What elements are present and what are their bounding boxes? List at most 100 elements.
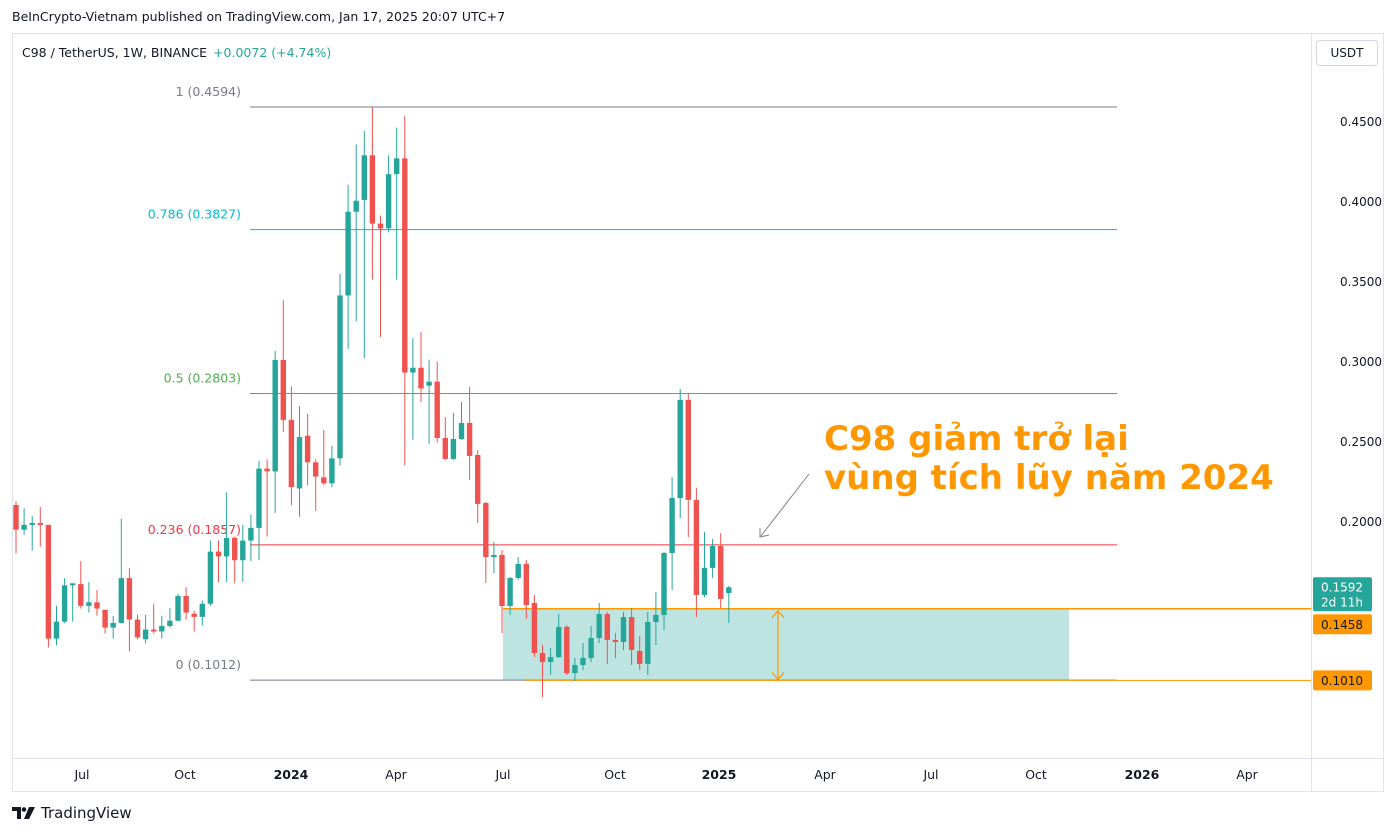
- candle: [385, 155, 392, 233]
- candle: [78, 561, 84, 609]
- fib-label: 0 (0.1012): [176, 657, 241, 672]
- time-tick: Apr: [1236, 767, 1258, 782]
- candle-body: [142, 629, 149, 640]
- candle: [369, 106, 376, 280]
- fib-label: 0.786 (0.3827): [148, 207, 241, 222]
- candle: [604, 611, 610, 664]
- candle: [580, 642, 586, 670]
- candle: [183, 587, 189, 620]
- candle: [353, 144, 359, 322]
- level-price: 0.1010: [1321, 674, 1363, 688]
- candle-body: [329, 458, 335, 484]
- candle-body: [29, 522, 35, 525]
- candle-body: [199, 603, 205, 617]
- candle-body: [288, 419, 295, 488]
- candle-body: [564, 626, 570, 674]
- candle: [418, 331, 424, 403]
- candle: [450, 413, 457, 460]
- price-tick: 0.3500: [1340, 275, 1382, 289]
- candle: [167, 607, 173, 628]
- candle: [207, 540, 214, 606]
- candle-body: [709, 546, 716, 568]
- candle-body: [94, 602, 100, 609]
- candle-body: [377, 223, 384, 229]
- price-change: +0.0072 (+4.74%): [213, 45, 332, 60]
- candle-body: [118, 578, 124, 623]
- level-price-badge: [1313, 614, 1372, 635]
- candle-body: [304, 435, 311, 463]
- candle-body: [612, 639, 619, 642]
- candle-body: [596, 614, 602, 638]
- currency-button[interactable]: USDT: [1316, 40, 1378, 66]
- candle-body: [410, 367, 416, 373]
- annotation-text: vùng tích lũy năm 2024: [824, 458, 1274, 498]
- candle-body: [183, 595, 189, 613]
- candle-body: [86, 602, 92, 606]
- candle: [637, 635, 643, 670]
- candle: [669, 477, 675, 590]
- candle: [442, 417, 448, 460]
- candle-body: [531, 602, 538, 654]
- candle: [337, 273, 343, 466]
- candle-body: [353, 200, 359, 212]
- brand-name: TradingView: [41, 804, 132, 822]
- candle: [288, 386, 295, 506]
- candle: [37, 507, 43, 547]
- time-tick: Apr: [385, 767, 407, 782]
- candle: [304, 414, 311, 486]
- candle-body: [13, 505, 19, 530]
- candle-body: [151, 629, 157, 632]
- candle-body: [434, 381, 440, 438]
- candle-body: [426, 381, 432, 386]
- candle: [248, 514, 254, 562]
- candle-body: [572, 665, 578, 674]
- candle-body: [556, 626, 562, 658]
- candle: [151, 603, 157, 634]
- candle-body: [167, 620, 173, 626]
- time-tick: Jul: [73, 767, 89, 782]
- candle: [645, 611, 651, 675]
- candle-body: [515, 563, 521, 578]
- candle: [215, 540, 222, 582]
- candle: [410, 338, 416, 440]
- candle: [515, 557, 521, 580]
- candle: [191, 610, 197, 632]
- candle-body: [637, 650, 643, 664]
- candle: [628, 607, 635, 666]
- candle-body: [669, 498, 675, 554]
- candle: [126, 568, 133, 652]
- candle-body: [272, 359, 278, 472]
- publish-caption: BeInCrypto-Vietnam published on TradingV…: [12, 9, 506, 24]
- candle-body: [45, 524, 52, 639]
- candle-body: [70, 583, 76, 586]
- candle: [693, 487, 700, 618]
- candle-body: [418, 367, 424, 389]
- candle-body: [693, 499, 700, 595]
- time-tick: Jul: [494, 767, 510, 782]
- candle: [653, 591, 659, 646]
- pointer-arrow: [760, 473, 810, 537]
- tradingview-brand[interactable]: TradingView: [12, 804, 132, 822]
- candle-body: [547, 657, 554, 662]
- candle: [86, 582, 92, 613]
- price-tick: 0.2500: [1340, 435, 1382, 449]
- candle-body: [450, 438, 457, 459]
- candle-body: [442, 438, 448, 459]
- candle-body: [620, 617, 627, 642]
- candle-body: [215, 551, 222, 557]
- candle-body: [402, 158, 408, 373]
- candle-body: [628, 617, 635, 650]
- candle-body: [313, 462, 319, 477]
- candle-body: [701, 567, 708, 595]
- candle-body: [491, 554, 497, 558]
- candle: [434, 361, 440, 443]
- candle: [491, 542, 497, 574]
- candle-body: [102, 609, 108, 628]
- candle: [361, 130, 367, 358]
- candle-body: [53, 621, 60, 639]
- annotation-text: C98 giảm trở lại: [824, 419, 1129, 459]
- candle-body: [645, 622, 651, 664]
- last-price-badge: [1313, 577, 1372, 612]
- candle: [45, 524, 52, 648]
